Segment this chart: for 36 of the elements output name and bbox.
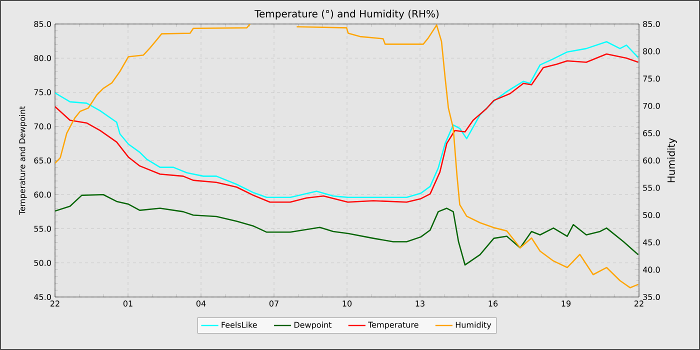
y2-tick-label: 75.0 (643, 76, 660, 82)
y2-tick-label: 70.0 (643, 102, 660, 109)
y-tick-label: 55.0 (34, 226, 51, 232)
x-tick-label: 19 (562, 300, 571, 307)
legend-label: Humidity (456, 322, 492, 330)
y-tick-label: 50.0 (34, 260, 51, 266)
y-tick-label: 45.0 (34, 294, 51, 300)
y2-tick-label: 45.0 (642, 239, 660, 246)
y-tick-label: 65.0 (34, 157, 51, 164)
x-tick-label: 22 (634, 300, 644, 306)
x-tick-label: 10 (342, 300, 352, 307)
y-tick-label: 60.0 (34, 192, 51, 198)
y-tick-label: 85.0 (34, 20, 51, 28)
y2-tick-label: 85.0 (643, 20, 660, 28)
y-axis-title: Temperature and Dewpoint (19, 106, 27, 215)
chart-title: Temperature (°) and Humidity (RH%) (254, 10, 439, 20)
x-tick-label: 01 (123, 300, 132, 307)
y-tick-label: 70.0 (34, 123, 51, 130)
x-tick-label: 16 (488, 300, 498, 307)
x-tick-label: 07 (269, 300, 278, 307)
y2-tick-label: 65.0 (643, 130, 660, 136)
legend-label: Temperature (368, 322, 418, 330)
y2-tick-label: 35.0 (643, 294, 660, 300)
y2-axis-title: Humidity (667, 138, 677, 182)
x-tick-label: 13 (416, 300, 424, 307)
y-tick-label: 80.0 (34, 55, 51, 62)
legend-label: Dewpoint (294, 322, 332, 330)
x-tick-label: 22 (50, 300, 60, 306)
y2-tick-label: 40.0 (642, 266, 660, 273)
y-tick-label: 75.0 (34, 89, 51, 96)
y2-tick-label: 80.0 (643, 48, 660, 54)
y2-tick-label: 50.0 (643, 212, 660, 218)
y2-tick-label: 60.0 (643, 157, 660, 164)
y2-tick-label: 55.0 (643, 184, 660, 191)
x-tick-label: 04 (196, 300, 206, 307)
legend-label: FeelsLike (222, 322, 257, 328)
